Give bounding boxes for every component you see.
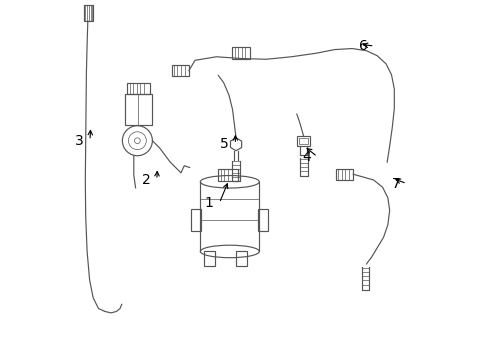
Text: 1: 1: [204, 196, 213, 210]
Bar: [297, 136, 310, 146]
Bar: [218, 168, 238, 181]
Bar: [204, 251, 215, 266]
Bar: [232, 47, 249, 59]
Bar: [336, 168, 353, 180]
Text: 6: 6: [359, 39, 368, 53]
Text: 7: 7: [392, 176, 400, 190]
Text: 3: 3: [75, 134, 83, 148]
Bar: [172, 65, 189, 76]
Text: 4: 4: [302, 150, 311, 164]
Bar: [236, 251, 247, 266]
Text: 5: 5: [220, 137, 229, 151]
Bar: [125, 94, 152, 125]
Bar: [127, 83, 150, 94]
Text: 2: 2: [142, 173, 150, 187]
Bar: [192, 209, 201, 230]
Bar: [299, 138, 308, 144]
Bar: [258, 209, 268, 230]
Bar: [83, 5, 93, 21]
